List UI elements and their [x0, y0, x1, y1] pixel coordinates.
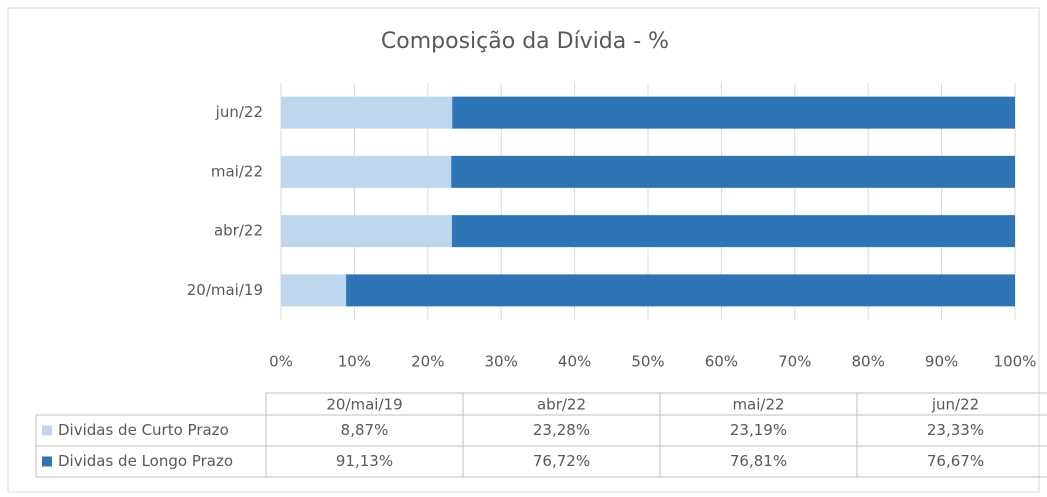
table-header: 20/mai/19 [326, 396, 402, 414]
legend-label: Dividas de Longo Prazo [58, 452, 233, 470]
bar [346, 274, 1015, 307]
table-cell: 23,19% [730, 421, 787, 439]
x-tick-label: 10% [338, 353, 371, 371]
bar [451, 215, 1015, 248]
chart-title: Composição da Dívida - % [381, 29, 669, 54]
x-tick-label: 60% [705, 353, 738, 371]
x-tick-label: 40% [558, 353, 591, 371]
table-cell: 23,28% [533, 421, 590, 439]
table-cell: 8,87% [341, 421, 389, 439]
table-cell: 76,81% [730, 452, 787, 470]
table-cell: 76,67% [927, 452, 984, 470]
table-cell: 76,72% [533, 452, 590, 470]
bar [281, 274, 347, 307]
table-header: abr/22 [537, 396, 586, 414]
legend-swatch [42, 425, 52, 436]
legend-label: Dividas de Curto Prazo [58, 421, 229, 439]
table-header: jun/22 [931, 396, 979, 414]
x-tick-label: 20% [411, 353, 444, 371]
table-cell: 23,33% [927, 421, 984, 439]
y-tick-label: 20/mai/19 [187, 281, 263, 299]
table-header: mai/22 [732, 396, 784, 414]
bar [281, 155, 452, 188]
x-tick-label: 70% [778, 353, 811, 371]
x-tick-label: 80% [852, 353, 885, 371]
bar [281, 215, 452, 248]
bar [281, 96, 453, 129]
legend-swatch [42, 456, 52, 467]
chart-border [7, 7, 1040, 493]
x-tick-label: 100% [994, 353, 1037, 371]
x-tick-label: 50% [631, 353, 664, 371]
table-cell: 91,13% [336, 452, 393, 470]
y-tick-label: mai/22 [211, 162, 263, 180]
y-tick-label: abr/22 [214, 222, 263, 240]
x-tick-label: 90% [925, 353, 958, 371]
y-tick-label: jun/22 [215, 103, 263, 121]
bar [451, 155, 1015, 188]
x-tick-label: 30% [485, 353, 518, 371]
x-tick-label: 0% [269, 353, 293, 371]
bar [452, 96, 1015, 129]
